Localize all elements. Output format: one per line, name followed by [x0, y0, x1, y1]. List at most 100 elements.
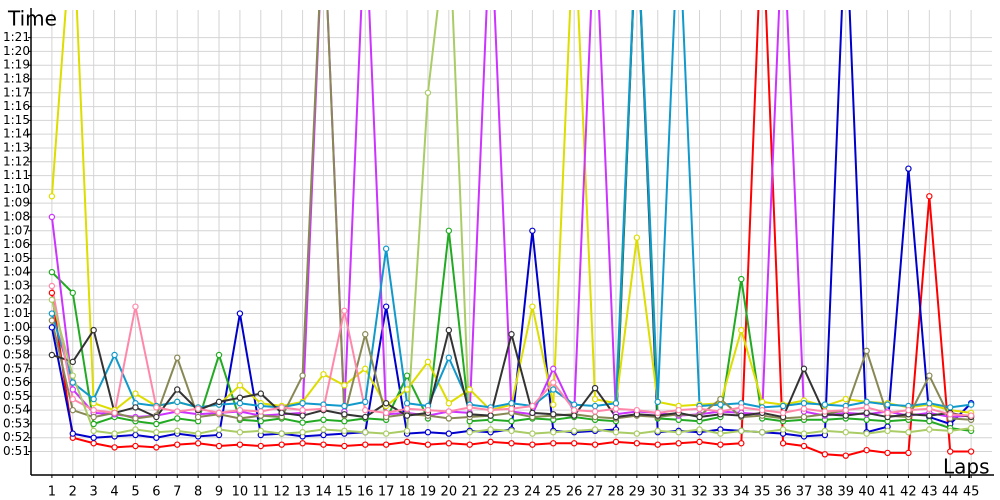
point: [800, 430, 808, 437]
point: [236, 310, 244, 317]
point: [529, 227, 536, 234]
point: [717, 395, 724, 403]
point: [90, 395, 97, 403]
point: [800, 413, 808, 421]
point: [967, 448, 975, 455]
point: [257, 442, 265, 450]
point: [362, 331, 369, 338]
point: [215, 426, 223, 433]
point: [445, 430, 453, 437]
point: [738, 326, 745, 334]
x-tick-label: 26: [566, 485, 583, 500]
y-tick-label: 1:21: [3, 30, 30, 44]
x-tick-label: 11: [253, 485, 270, 500]
point: [174, 427, 181, 435]
point: [299, 372, 306, 379]
point: [215, 442, 223, 450]
point: [132, 442, 139, 450]
point: [487, 406, 494, 414]
y-tick-label: 1:18: [3, 71, 30, 85]
point: [696, 405, 703, 412]
point: [299, 412, 306, 419]
point: [717, 408, 724, 415]
point: [863, 398, 870, 406]
point: [926, 372, 933, 379]
point: [424, 429, 432, 436]
x-tick-label: 12: [273, 485, 290, 500]
point: [445, 440, 453, 447]
point: [382, 441, 390, 448]
point: [320, 431, 327, 439]
point: [738, 427, 745, 435]
point: [257, 408, 265, 415]
x-tick-label: 23: [503, 485, 520, 500]
y-tick-label: 0:55: [3, 389, 30, 403]
point: [320, 416, 327, 424]
point: [758, 398, 766, 406]
point: [570, 427, 578, 435]
point: [69, 395, 76, 403]
point: [633, 440, 641, 447]
point: [529, 402, 536, 410]
point: [926, 417, 933, 425]
point: [717, 430, 724, 437]
point: [821, 408, 829, 415]
point: [466, 441, 473, 448]
point: [842, 452, 849, 459]
point: [69, 289, 76, 297]
point: [362, 441, 369, 448]
point: [466, 411, 473, 418]
point: [341, 402, 348, 410]
point: [508, 400, 515, 407]
y-tick-label: 1:08: [3, 209, 30, 223]
point: [90, 413, 97, 421]
point: [153, 413, 160, 421]
point: [800, 405, 808, 412]
point: [947, 448, 954, 455]
x-tick-label: 45: [963, 485, 980, 500]
point: [424, 441, 432, 448]
point: [299, 429, 306, 436]
point: [947, 411, 954, 418]
point: [696, 413, 703, 421]
point: [508, 405, 515, 412]
point: [529, 303, 536, 310]
point: [591, 408, 599, 415]
point: [403, 372, 411, 379]
y-tick-label: 1:17: [3, 85, 30, 99]
y-tick-label: 0:54: [3, 403, 30, 417]
point: [48, 296, 56, 303]
point: [967, 412, 975, 419]
point: [675, 440, 682, 447]
point: [550, 401, 557, 408]
point: [487, 426, 494, 433]
x-tick-label: 32: [691, 485, 708, 500]
x-axis-title: Laps: [943, 455, 990, 479]
point: [926, 412, 933, 419]
point: [132, 390, 139, 397]
point: [153, 404, 160, 411]
point: [320, 371, 327, 378]
point: [320, 426, 327, 433]
point: [550, 411, 557, 418]
point: [863, 446, 870, 454]
point: [696, 438, 703, 446]
point: [863, 416, 870, 424]
y-tick-label: 1:19: [3, 58, 30, 72]
point: [236, 400, 244, 407]
point: [69, 386, 76, 393]
point: [967, 424, 975, 432]
point: [69, 358, 76, 366]
point: [215, 431, 223, 439]
x-tick-label: 15: [336, 485, 353, 500]
point: [738, 412, 745, 419]
point: [132, 415, 139, 422]
point: [947, 427, 954, 435]
point: [654, 409, 661, 417]
y-tick-label: 0:53: [3, 416, 30, 430]
x-tick-label: 10: [232, 485, 249, 500]
point: [111, 351, 118, 359]
point: [48, 310, 56, 317]
y-tick-label: 0:58: [3, 347, 30, 361]
point: [194, 440, 202, 447]
